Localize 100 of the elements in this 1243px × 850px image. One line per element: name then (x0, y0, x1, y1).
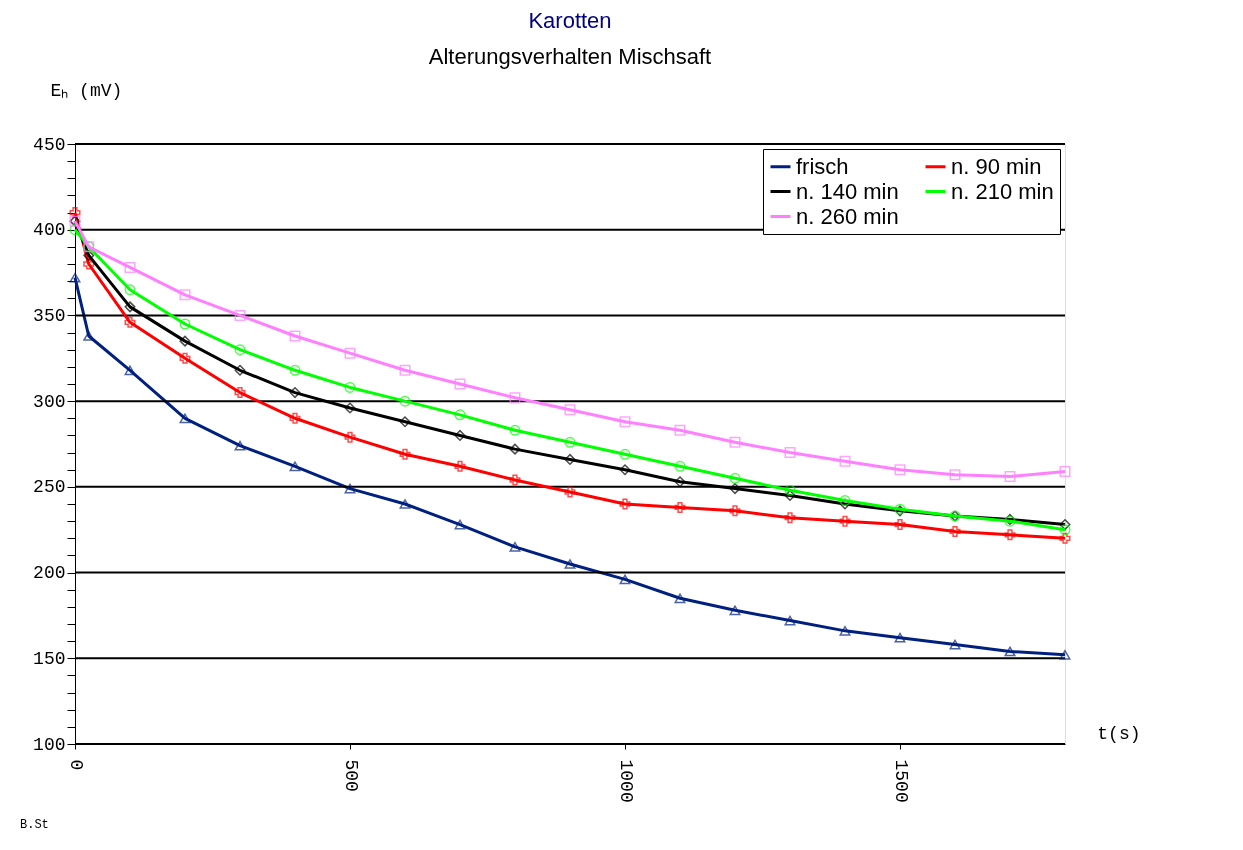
point (674, 424, 686, 436)
point (344, 402, 356, 414)
point (564, 436, 576, 448)
point (454, 429, 466, 441)
point (234, 364, 246, 376)
point (784, 447, 796, 459)
point (179, 318, 191, 330)
point (83, 258, 95, 270)
legend-label: n. 260 min (796, 203, 899, 229)
point (454, 519, 466, 530)
x-tick-label: 1500 (890, 759, 911, 803)
point (289, 330, 301, 342)
point (83, 331, 95, 341)
point (69, 207, 81, 219)
point (69, 272, 81, 283)
point (619, 498, 631, 510)
point (454, 378, 466, 390)
point (124, 365, 136, 376)
text: B.St (20, 818, 49, 832)
y-tick-label: 100 (33, 734, 66, 755)
point (839, 515, 851, 527)
point (234, 309, 246, 321)
x-tick-label: 1000 (615, 759, 636, 803)
point (674, 501, 686, 513)
x-tick-label: 0 (65, 759, 86, 771)
point (949, 639, 961, 650)
point (729, 436, 741, 448)
point (509, 424, 521, 436)
point (729, 472, 741, 484)
point (564, 486, 576, 498)
y-tick-label: 400 (33, 220, 66, 241)
point (839, 626, 851, 636)
point (1059, 524, 1071, 536)
point (509, 392, 521, 404)
point (894, 519, 906, 531)
y-tick-label: 200 (33, 563, 66, 584)
point (454, 409, 466, 421)
point (399, 448, 411, 460)
point (124, 316, 136, 328)
point (179, 335, 191, 347)
point (674, 593, 686, 604)
x-axis-title: t(s) (1097, 723, 1141, 744)
x-tick-label: 500 (340, 759, 361, 792)
point (399, 364, 411, 376)
point (234, 440, 246, 451)
point (344, 483, 356, 494)
point (839, 455, 851, 467)
point (729, 483, 741, 495)
point (1004, 646, 1016, 657)
point (564, 559, 576, 569)
point (619, 416, 631, 428)
point (619, 574, 631, 585)
y-tick-label: 150 (33, 648, 66, 669)
legend-label: n. 210 min (951, 178, 1054, 204)
chart-subtitle: Alterungsverhalten Mischsaft (428, 44, 712, 69)
point (179, 289, 191, 301)
point (729, 505, 741, 517)
point (509, 542, 521, 552)
point (674, 460, 686, 472)
point (784, 484, 796, 496)
point (124, 301, 136, 313)
point (289, 364, 301, 376)
point (289, 461, 301, 472)
point (179, 413, 191, 424)
point (454, 460, 466, 472)
point (1004, 471, 1016, 483)
point (399, 395, 411, 407)
point (344, 347, 356, 359)
y-tick-label: 300 (33, 391, 66, 412)
point (289, 387, 301, 399)
legend-label: frisch (796, 153, 849, 179)
point (674, 476, 686, 488)
point (289, 412, 301, 424)
point (784, 615, 796, 626)
point (1059, 650, 1071, 660)
point (1059, 519, 1071, 531)
legend-label: n. 140 min (796, 178, 899, 204)
y-tick-label: 450 (33, 134, 66, 155)
point (949, 469, 961, 481)
point (124, 261, 136, 273)
point (619, 464, 631, 476)
point (894, 632, 906, 643)
point (1059, 532, 1071, 544)
point (234, 387, 246, 399)
point (564, 453, 576, 465)
y-tick-label: 250 (33, 477, 66, 498)
point (509, 443, 521, 455)
point (784, 512, 796, 524)
point (564, 404, 576, 416)
point (619, 448, 631, 460)
point (344, 381, 356, 393)
point (1059, 465, 1071, 477)
point (399, 416, 411, 428)
point (399, 499, 411, 509)
point (509, 474, 521, 486)
y-tick-label: 350 (33, 305, 66, 326)
point (894, 464, 906, 476)
point (234, 344, 246, 356)
legend-label: n. 90 min (951, 153, 1042, 179)
point (124, 284, 136, 296)
